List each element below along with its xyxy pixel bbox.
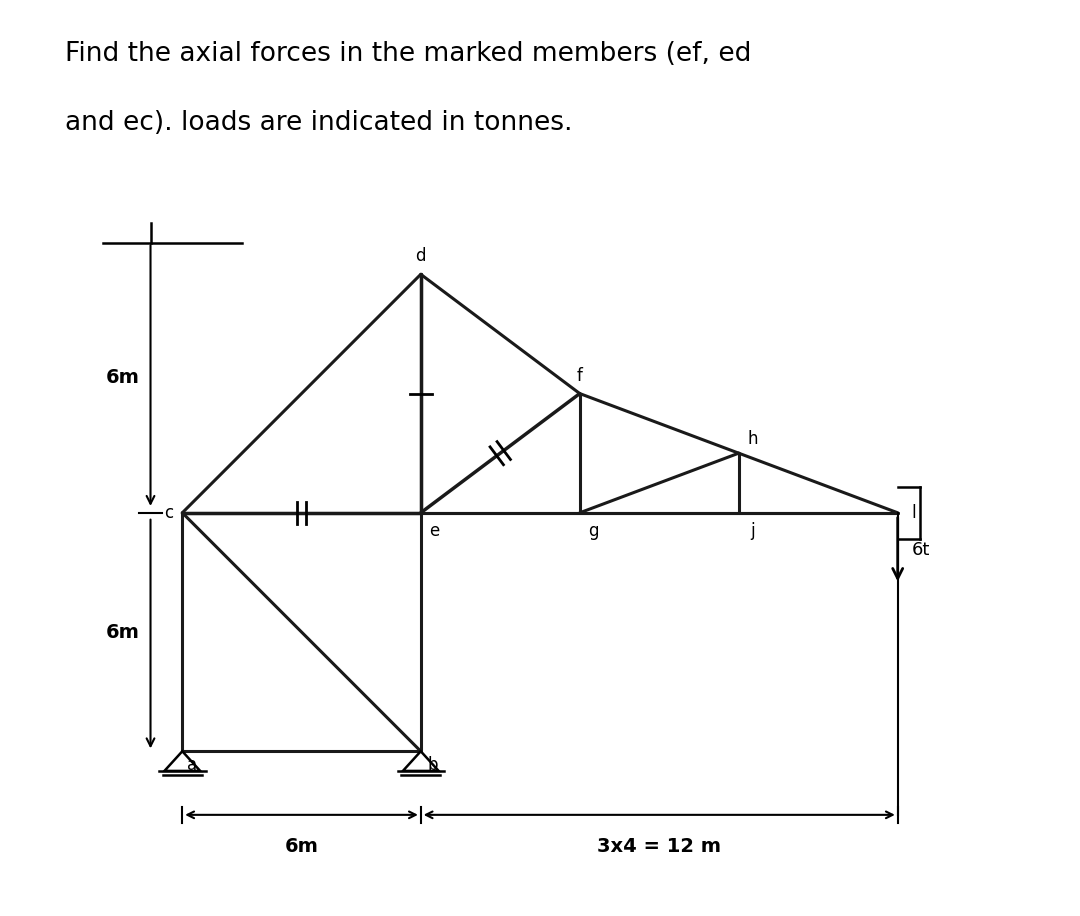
Text: g: g [589,522,599,540]
Text: b: b [428,757,438,774]
Text: and ec). loads are indicated in tonnes.: and ec). loads are indicated in tonnes. [65,110,572,136]
Text: e: e [430,522,440,540]
Text: 3x4 = 12 m: 3x4 = 12 m [597,836,721,856]
Text: 6m: 6m [285,836,319,856]
Text: 6m: 6m [106,368,139,387]
Text: 6t: 6t [912,540,930,559]
Text: l: l [912,504,916,522]
Text: c: c [164,504,173,522]
Text: f: f [577,366,583,385]
Text: d: d [416,247,426,266]
Text: a: a [187,757,198,774]
Text: j: j [751,522,755,540]
Text: 6m: 6m [106,623,139,641]
Text: h: h [747,431,758,448]
Text: Find the axial forces in the marked members (ef, ed: Find the axial forces in the marked memb… [65,41,752,67]
